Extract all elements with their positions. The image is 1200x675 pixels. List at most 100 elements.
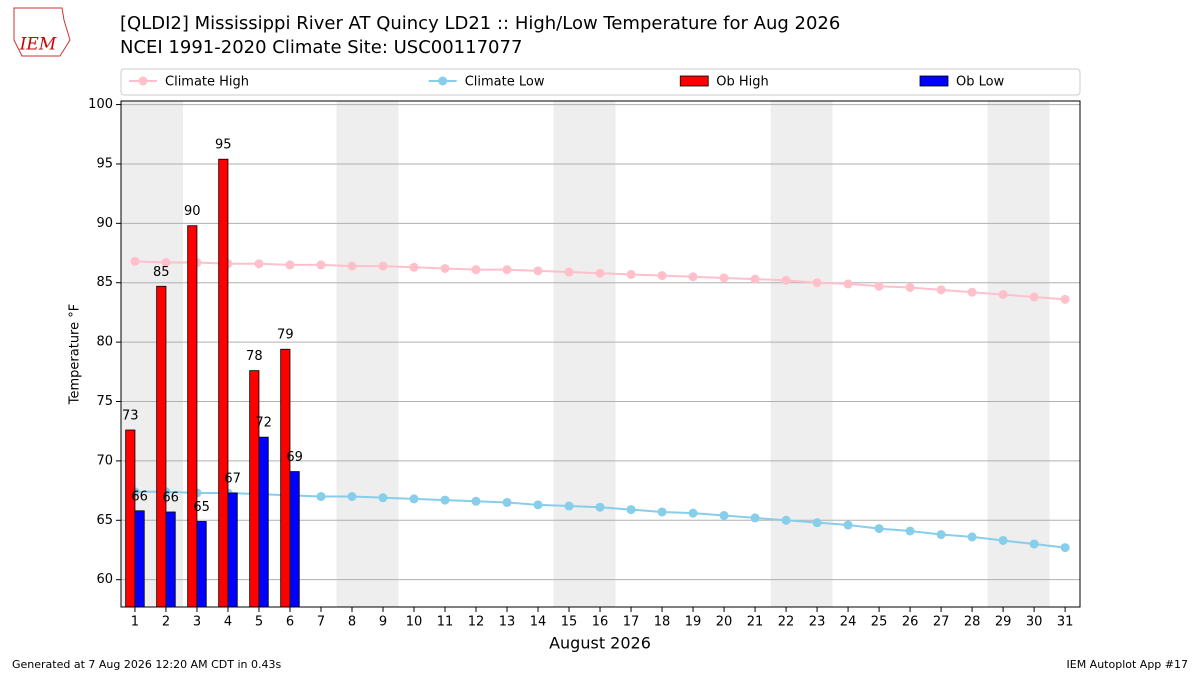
bar bbox=[289, 471, 300, 608]
point bbox=[285, 260, 295, 270]
x-tick-label: 15 bbox=[561, 615, 578, 630]
data-label: 78 bbox=[246, 349, 263, 364]
point bbox=[595, 502, 605, 512]
point bbox=[626, 269, 636, 279]
point bbox=[688, 508, 698, 518]
x-tick-label: 23 bbox=[809, 615, 826, 630]
point bbox=[936, 530, 946, 540]
point bbox=[843, 520, 853, 530]
bar bbox=[218, 158, 229, 608]
x-tick-label: 31 bbox=[1057, 615, 1074, 630]
chart-title: [QLDI2] Mississippi River AT Quincy LD21… bbox=[120, 13, 840, 34]
x-tick-label: 16 bbox=[592, 615, 609, 630]
x-tick-label: 12 bbox=[468, 615, 485, 630]
point bbox=[1060, 294, 1070, 304]
weekend-shade bbox=[770, 101, 833, 607]
weekend-shade bbox=[336, 101, 399, 607]
data-label: 79 bbox=[277, 328, 294, 343]
point bbox=[564, 267, 574, 277]
x-tick-label: 2 bbox=[162, 615, 170, 630]
weekend-shade bbox=[553, 101, 616, 607]
point bbox=[1060, 543, 1070, 553]
x-tick-label: 27 bbox=[933, 615, 950, 630]
point bbox=[533, 266, 543, 276]
y-tick-label: 80 bbox=[96, 335, 113, 350]
point bbox=[781, 515, 791, 525]
y-tick-label: 60 bbox=[96, 572, 113, 587]
point bbox=[502, 265, 512, 275]
bar bbox=[249, 370, 260, 608]
x-tick-label: 25 bbox=[871, 615, 888, 630]
legend-marker bbox=[438, 76, 448, 86]
point bbox=[502, 497, 512, 507]
y-tick-label: 70 bbox=[96, 453, 113, 468]
point bbox=[998, 290, 1008, 300]
data-label: 66 bbox=[131, 489, 148, 504]
footer-right: IEM Autoplot App #17 bbox=[1067, 658, 1189, 671]
point bbox=[688, 272, 698, 282]
point bbox=[905, 282, 915, 292]
point bbox=[657, 271, 667, 281]
data-label: 73 bbox=[122, 409, 139, 424]
y-axis-label: Temperature °F bbox=[68, 304, 83, 405]
data-label: 85 bbox=[153, 265, 170, 280]
x-tick-label: 3 bbox=[193, 615, 201, 630]
x-tick-label: 7 bbox=[317, 615, 325, 630]
x-tick-label: 22 bbox=[778, 615, 795, 630]
x-tick-label: 30 bbox=[1026, 615, 1043, 630]
y-tick-label: 100 bbox=[88, 97, 113, 112]
x-tick-label: 11 bbox=[437, 615, 454, 630]
legend-label: Ob Low bbox=[956, 75, 1005, 90]
point bbox=[595, 268, 605, 278]
x-tick-label: 10 bbox=[406, 615, 423, 630]
point bbox=[564, 501, 574, 511]
x-tick-label: 24 bbox=[840, 615, 857, 630]
point bbox=[471, 265, 481, 275]
x-tick-label: 29 bbox=[995, 615, 1012, 630]
point bbox=[874, 524, 884, 534]
point bbox=[440, 495, 450, 505]
point bbox=[750, 513, 760, 523]
point bbox=[874, 281, 884, 291]
point bbox=[719, 273, 729, 283]
bar bbox=[187, 225, 198, 608]
point bbox=[905, 526, 915, 536]
legend-box bbox=[120, 68, 1081, 96]
x-tick-label: 14 bbox=[530, 615, 547, 630]
point bbox=[316, 492, 326, 502]
plot-frame bbox=[120, 100, 1081, 608]
point bbox=[812, 518, 822, 528]
bar bbox=[280, 348, 291, 608]
point bbox=[316, 260, 326, 270]
bar bbox=[125, 429, 136, 608]
x-tick-label: 21 bbox=[747, 615, 764, 630]
point bbox=[1029, 292, 1039, 302]
x-tick-label: 28 bbox=[964, 615, 981, 630]
point bbox=[812, 278, 822, 288]
x-tick-label: 9 bbox=[379, 615, 387, 630]
legend-label: Climate Low bbox=[465, 75, 545, 90]
x-axis-label: August 2026 bbox=[549, 634, 651, 653]
legend-swatch bbox=[679, 75, 709, 87]
data-label: 90 bbox=[184, 204, 201, 219]
point bbox=[378, 493, 388, 503]
x-tick-label: 8 bbox=[348, 615, 356, 630]
point bbox=[471, 496, 481, 506]
point bbox=[936, 285, 946, 295]
bar bbox=[196, 521, 207, 608]
point bbox=[130, 256, 140, 266]
x-tick-label: 17 bbox=[623, 615, 640, 630]
data-label: 95 bbox=[215, 138, 232, 153]
data-label: 65 bbox=[193, 500, 210, 515]
y-tick-label: 95 bbox=[96, 156, 113, 171]
logo-outline bbox=[13, 7, 71, 57]
x-tick-label: 6 bbox=[286, 615, 294, 630]
point bbox=[440, 263, 450, 273]
point bbox=[967, 287, 977, 297]
y-tick-label: 85 bbox=[96, 275, 113, 290]
legend-marker bbox=[138, 76, 148, 86]
bar bbox=[165, 511, 176, 608]
x-tick-label: 26 bbox=[902, 615, 919, 630]
data-label: 67 bbox=[224, 471, 241, 486]
